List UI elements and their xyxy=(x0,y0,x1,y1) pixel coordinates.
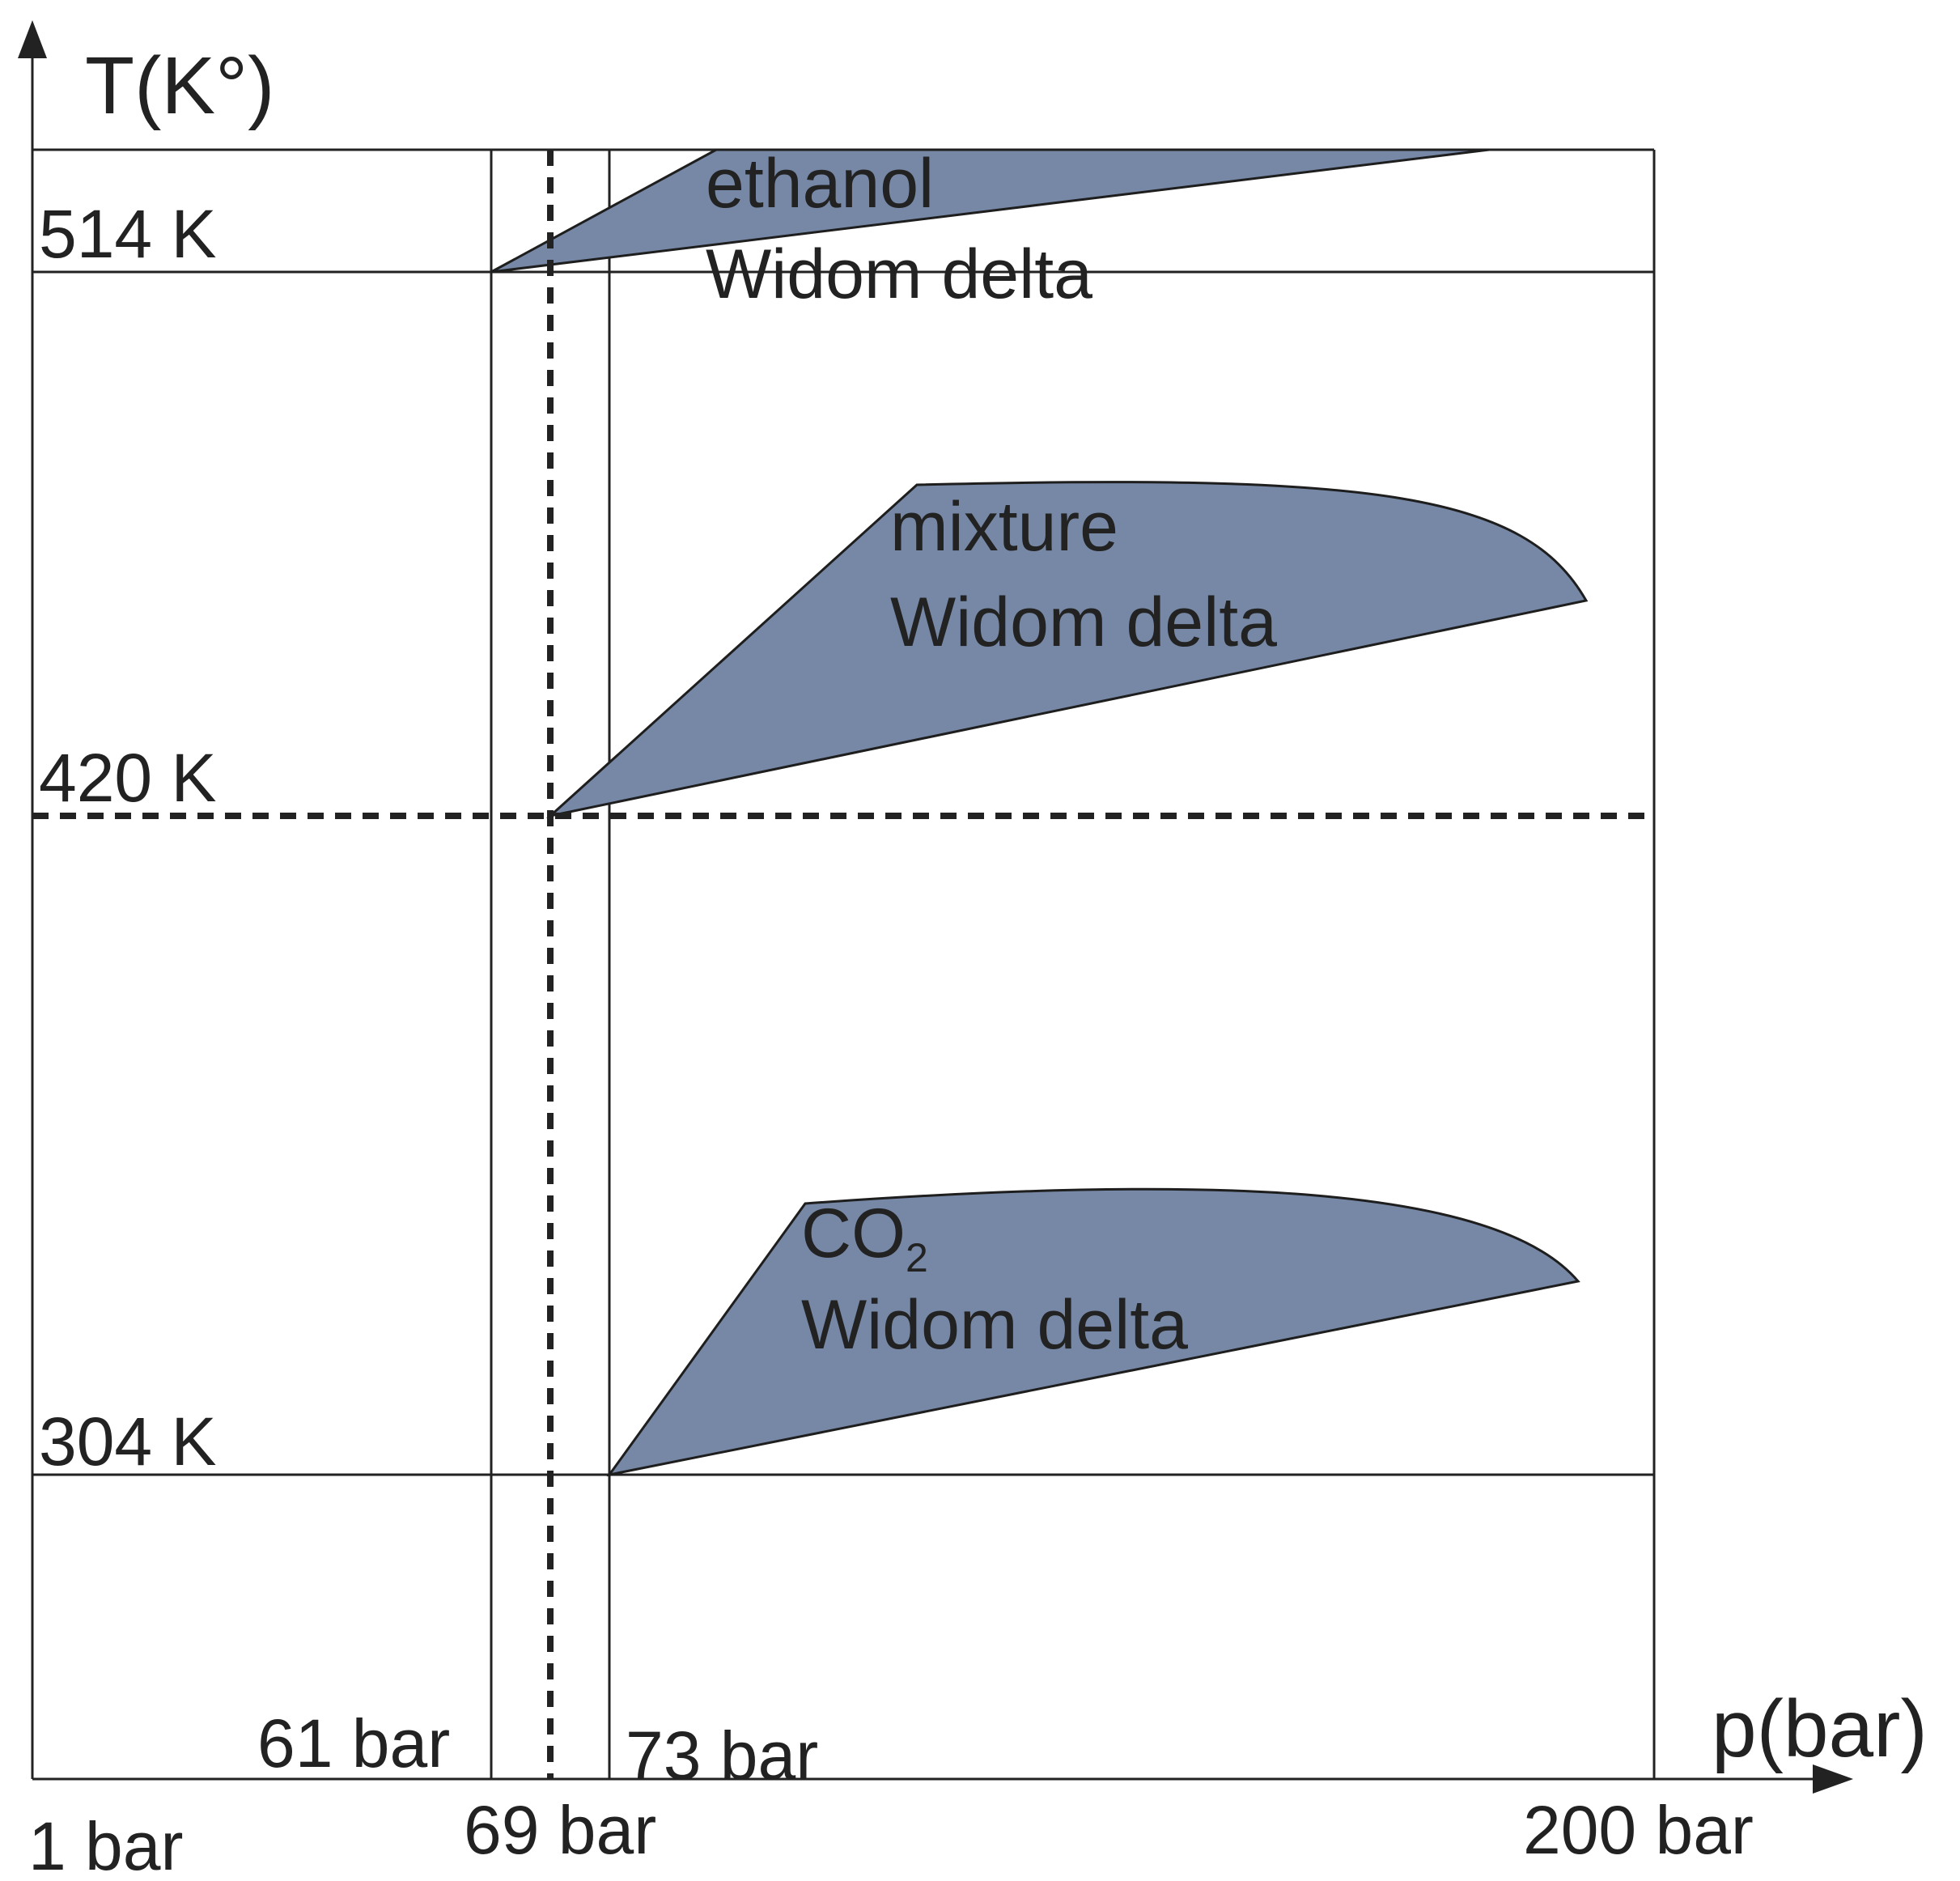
temperature-label-420k: 420 K xyxy=(39,740,217,816)
co2-subscript: 2 xyxy=(906,1235,928,1280)
x-axis-arrow-icon xyxy=(1813,1764,1853,1794)
mixture-region-label: Widom delta xyxy=(890,584,1277,661)
temperature-label-304k: 304 K xyxy=(39,1403,217,1480)
x-axis-title: p(bar) xyxy=(1712,1684,1928,1774)
pressure-label-61bar: 61 bar xyxy=(257,1705,450,1781)
co2-formula: CO xyxy=(801,1195,906,1272)
grid-lines xyxy=(32,148,1656,1779)
co2-widom-delta-region xyxy=(606,1187,1580,1477)
mixture-region-name: mixture xyxy=(890,488,1118,566)
y-axis-arrow-icon xyxy=(18,20,47,58)
mixture-widom-delta-region xyxy=(545,481,1589,818)
pressure-label-1bar: 1 bar xyxy=(28,1808,183,1881)
axes xyxy=(18,20,1853,1794)
pressure-label-200bar: 200 bar xyxy=(1523,1792,1754,1868)
temperature-label-514k: 514 K xyxy=(39,196,217,272)
ethanol-region-label: Widom delta xyxy=(706,236,1092,313)
y-axis-title: T(K°) xyxy=(85,40,274,131)
dashed-lines xyxy=(32,150,1654,1779)
pressure-label-73bar: 73 bar xyxy=(626,1718,818,1794)
co2-region-label: Widom delta xyxy=(801,1286,1188,1364)
widom-regions xyxy=(490,148,1589,1477)
co2-region-name: CO2 xyxy=(801,1195,928,1280)
ethanol-widom-delta-region xyxy=(490,148,1490,274)
pressure-label-69bar: 69 bar xyxy=(464,1792,656,1868)
ethanol-region-name: ethanol xyxy=(706,145,934,223)
